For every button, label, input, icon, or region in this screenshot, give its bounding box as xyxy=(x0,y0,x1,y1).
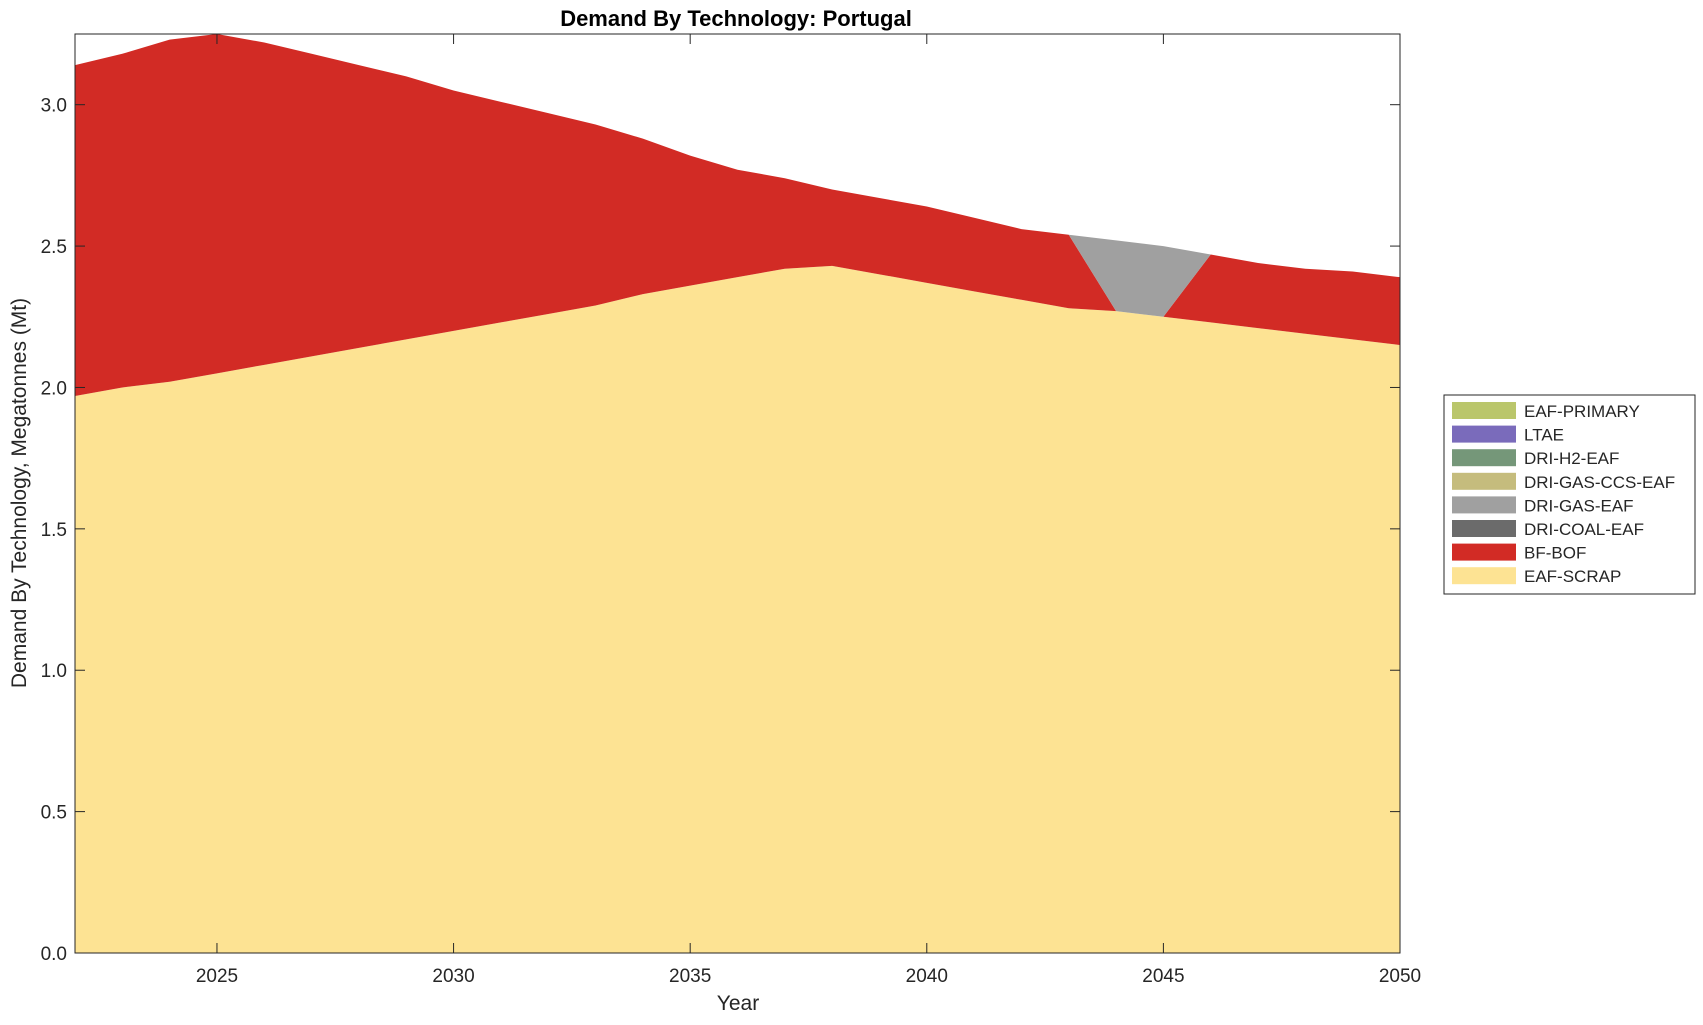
y-tick-label: 1.5 xyxy=(41,520,67,541)
legend-swatch-bf-bof xyxy=(1452,543,1516,561)
legend-swatch-dri-gas-eaf xyxy=(1452,496,1516,514)
legend-label-bf-bof: BF-BOF xyxy=(1524,544,1586,563)
legend-label-eaf-scrap: EAF-SCRAP xyxy=(1524,567,1621,586)
legend-swatch-eaf-scrap xyxy=(1452,567,1516,585)
y-tick-label: 2.0 xyxy=(41,378,67,399)
area-series-group xyxy=(75,34,1400,953)
y-tick-label: 0.0 xyxy=(41,944,67,965)
legend-swatch-dri-h2-eaf xyxy=(1452,449,1516,467)
legend-label-eaf-primary: EAF-PRIMARY xyxy=(1524,402,1640,421)
plot-frame xyxy=(74,33,1401,954)
legend-swatch-dri-gas-ccs-eaf xyxy=(1452,472,1516,490)
legend: EAF-PRIMARY LTAE DRI-H2-EAF DRI-GAS-CCS-EAF… xyxy=(1443,394,1696,595)
y-tick-label: 0.5 xyxy=(41,803,67,824)
area-eaf-scrap xyxy=(75,265,1400,953)
y-tick-label: 2.5 xyxy=(41,237,67,258)
x-tick-label: 2045 xyxy=(1142,966,1184,987)
area-bf-bof xyxy=(75,34,1400,396)
legend-box xyxy=(1443,394,1696,595)
x-tick-label: 2035 xyxy=(669,966,711,987)
legend-label-dri-gas-ccs-eaf: DRI-GAS-CCS-EAF xyxy=(1524,473,1675,492)
y-tick-label: 3.0 xyxy=(41,96,67,117)
legend-swatch-ltae xyxy=(1452,425,1516,443)
legend-label-ltae: LTAE xyxy=(1524,426,1564,445)
y-axis-label: Demand By Technology, Megatonnes (Mt) xyxy=(8,298,31,688)
x-tick-label: 2025 xyxy=(196,966,238,987)
axis-ticks-group: 2025 2030 2035 2040 2045 2050 0.0 0.5 1.0 1.5 2.0 2… xyxy=(41,34,1421,987)
x-axis-label: Year xyxy=(717,992,759,1015)
x-tick-label: 2050 xyxy=(1379,966,1421,987)
chart-title: Demand By Technology: Portugal xyxy=(560,6,912,31)
y-tick-label: 1.0 xyxy=(41,661,67,682)
legend-label-dri-coal-eaf: DRI-COAL-EAF xyxy=(1524,520,1644,539)
legend-swatch-eaf-primary xyxy=(1452,402,1516,419)
x-tick-label: 2030 xyxy=(432,966,474,987)
x-tick-label: 2040 xyxy=(906,966,948,987)
legend-swatch-dri-coal-eaf xyxy=(1452,520,1516,537)
legend-label-dri-gas-eaf: DRI-GAS-EAF xyxy=(1524,496,1634,515)
legend-label-dri-h2-eaf: DRI-H2-EAF xyxy=(1524,449,1619,468)
